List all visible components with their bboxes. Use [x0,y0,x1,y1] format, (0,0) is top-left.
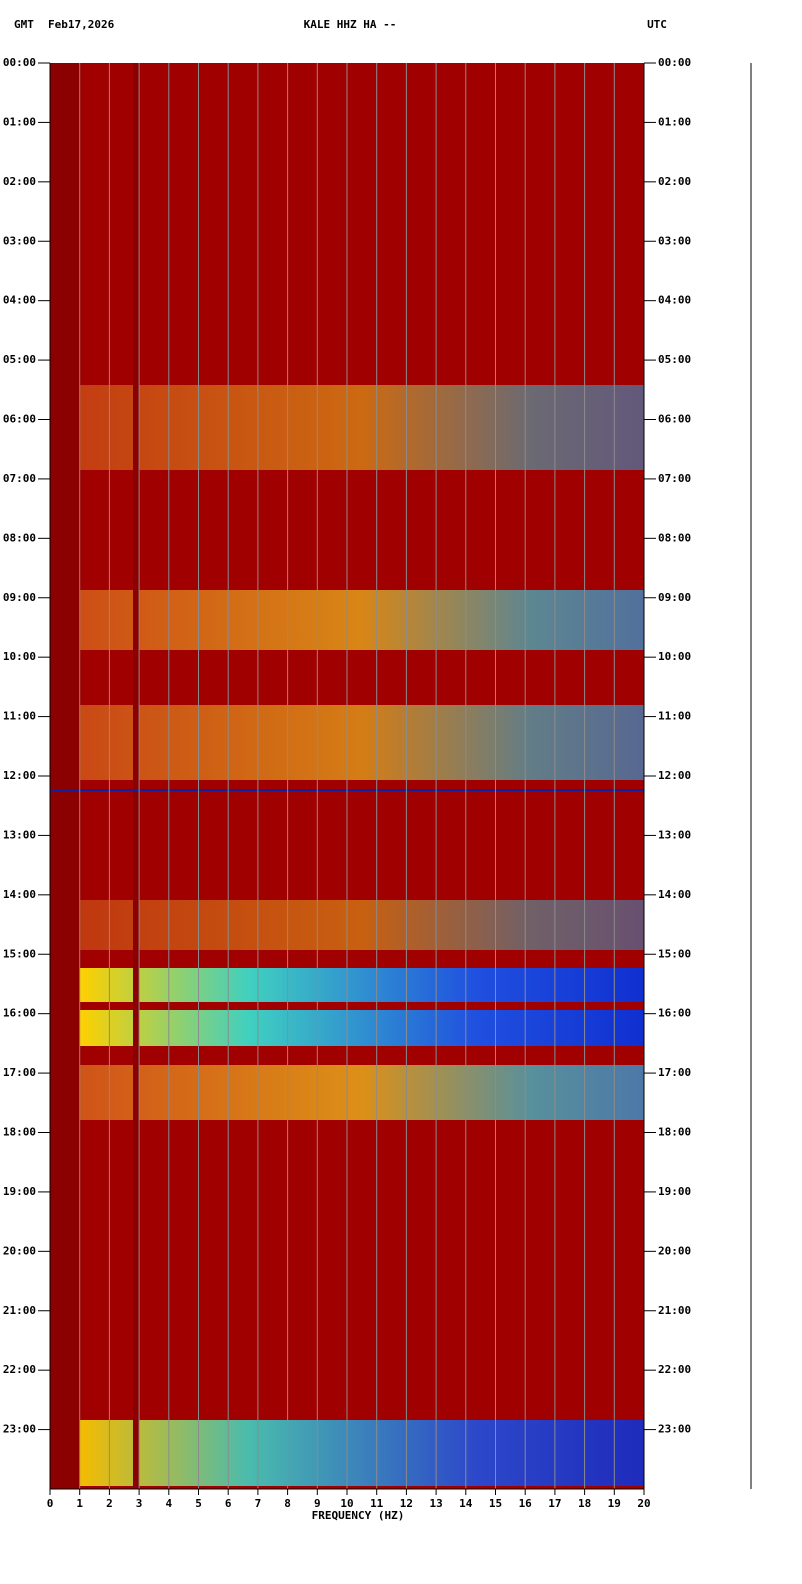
y-tick-label-right: 23:00 [658,1423,691,1436]
y-tick-label-right: 22:00 [658,1363,691,1376]
x-tick-label: 14 [459,1497,473,1510]
y-tick-label-left: 06:00 [3,413,36,426]
y-tick-label-left: 12:00 [3,769,36,782]
y-tick-label-right: 21:00 [658,1304,691,1317]
y-tick-label-right: 14:00 [658,888,691,901]
y-tick-label-left: 07:00 [3,472,36,485]
y-tick-label-left: 16:00 [3,1007,36,1020]
x-tick-label: 5 [195,1497,202,1510]
y-tick-label-right: 09:00 [658,591,691,604]
y-tick-label-right: 10:00 [658,650,691,663]
y-tick-label-left: 02:00 [3,175,36,188]
y-tick-label-right: 15:00 [658,947,691,960]
y-tick-label-right: 18:00 [658,1126,691,1139]
x-tick-label: 9 [314,1497,321,1510]
x-tick-label: 13 [429,1497,442,1510]
x-axis-label: FREQUENCY (HZ) [312,1509,405,1522]
y-tick-label-right: 04:00 [658,294,691,307]
y-tick-label-left: 21:00 [3,1304,36,1317]
x-tick-label: 6 [225,1497,232,1510]
y-tick-label-right: 12:00 [658,769,691,782]
y-tick-label-left: 03:00 [3,234,36,247]
y-tick-label-left: 17:00 [3,1066,36,1079]
y-tick-label-left: 04:00 [3,294,36,307]
x-tick-label: 11 [370,1497,384,1510]
y-tick-label-right: 06:00 [658,413,691,426]
y-tick-label-left: 00:00 [3,56,36,69]
y-tick-label-left: 14:00 [3,888,36,901]
y-tick-label-right: 08:00 [658,531,691,544]
y-tick-label-right: 00:00 [658,56,691,69]
x-tick-label: 19 [608,1497,621,1510]
x-tick-label: 10 [340,1497,353,1510]
y-tick-label-left: 09:00 [3,591,36,604]
x-tick-label: 4 [165,1497,172,1510]
x-tick-label: 0 [47,1497,54,1510]
y-tick-label-right: 03:00 [658,234,691,247]
y-tick-label-right: 01:00 [658,115,691,128]
x-tick-label: 16 [519,1497,533,1510]
y-tick-label-left: 05:00 [3,353,36,366]
y-tick-label-left: 20:00 [3,1244,36,1257]
y-tick-label-right: 13:00 [658,828,691,841]
y-tick-label-right: 20:00 [658,1244,691,1257]
y-tick-label-right: 19:00 [658,1185,691,1198]
x-tick-label: 2 [106,1497,113,1510]
y-tick-label-left: 13:00 [3,828,36,841]
y-tick-label-right: 07:00 [658,472,691,485]
header-date: Feb17,2026 [48,18,115,31]
y-tick-label-left: 11:00 [3,710,36,723]
y-tick-label-left: 23:00 [3,1423,36,1436]
x-tick-label: 1 [76,1497,83,1510]
x-tick-label: 17 [548,1497,561,1510]
y-tick-label-left: 08:00 [3,531,36,544]
y-tick-label-right: 17:00 [658,1066,691,1079]
y-tick-label-right: 11:00 [658,710,691,723]
x-tick-label: 20 [637,1497,650,1510]
y-tick-label-left: 19:00 [3,1185,36,1198]
y-tick-label-right: 02:00 [658,175,691,188]
y-tick-label-right: 16:00 [658,1007,691,1020]
y-tick-label-left: 01:00 [3,115,36,128]
y-tick-label-right: 05:00 [658,353,691,366]
chart-title: KALE HHZ HA -- [304,18,397,31]
x-tick-label: 15 [489,1497,502,1510]
x-tick-label: 18 [578,1497,591,1510]
x-tick-label: 12 [400,1497,413,1510]
y-tick-label-left: 18:00 [3,1126,36,1139]
y-tick-label-left: 22:00 [3,1363,36,1376]
x-tick-label: 8 [284,1497,291,1510]
header-left: GMT [14,18,34,31]
x-tick-label: 7 [255,1497,262,1510]
header-right: UTC [647,18,667,31]
y-tick-label-left: 10:00 [3,650,36,663]
y-tick-label-left: 15:00 [3,947,36,960]
x-tick-label: 3 [136,1497,143,1510]
